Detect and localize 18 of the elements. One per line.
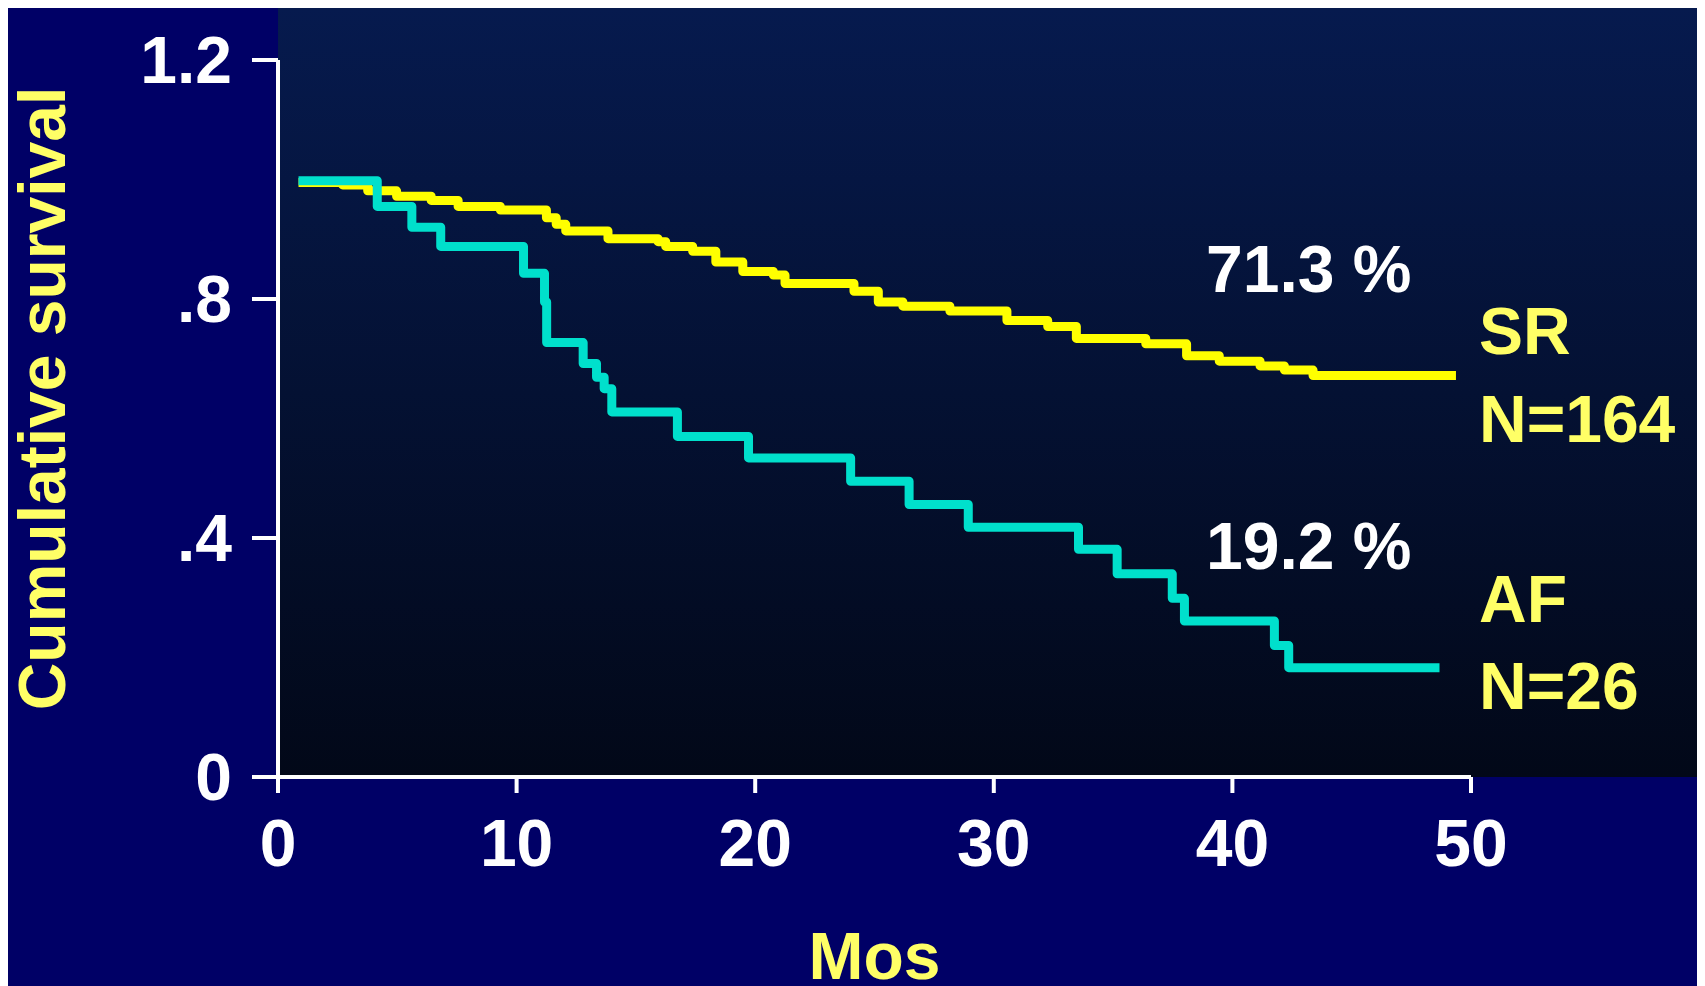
series-label: SR: [1479, 294, 1571, 368]
x-tick-label: 40: [1195, 805, 1270, 880]
y-tick-label: .8: [176, 262, 232, 337]
y-tick-label: 1.2: [140, 23, 232, 98]
x-axis-title: Mos: [808, 919, 941, 986]
series-label: AF: [1479, 562, 1567, 636]
text: N=164: [1479, 382, 1676, 456]
y-axis-title: Cumulative survival: [5, 86, 80, 711]
text: N=26: [1479, 649, 1639, 723]
y-tick-label: 0: [195, 740, 232, 815]
x-tick-label: 50: [1434, 805, 1508, 880]
x-tick-label: 20: [718, 805, 792, 880]
annotation: 71.3 %: [1206, 232, 1412, 306]
x-tick-label: 0: [259, 805, 297, 880]
y-tick-label: .4: [176, 501, 233, 576]
x-tick-label: 10: [479, 805, 554, 880]
x-tick-label: 30: [957, 805, 1031, 880]
annotation: 19.2 %: [1206, 509, 1412, 583]
